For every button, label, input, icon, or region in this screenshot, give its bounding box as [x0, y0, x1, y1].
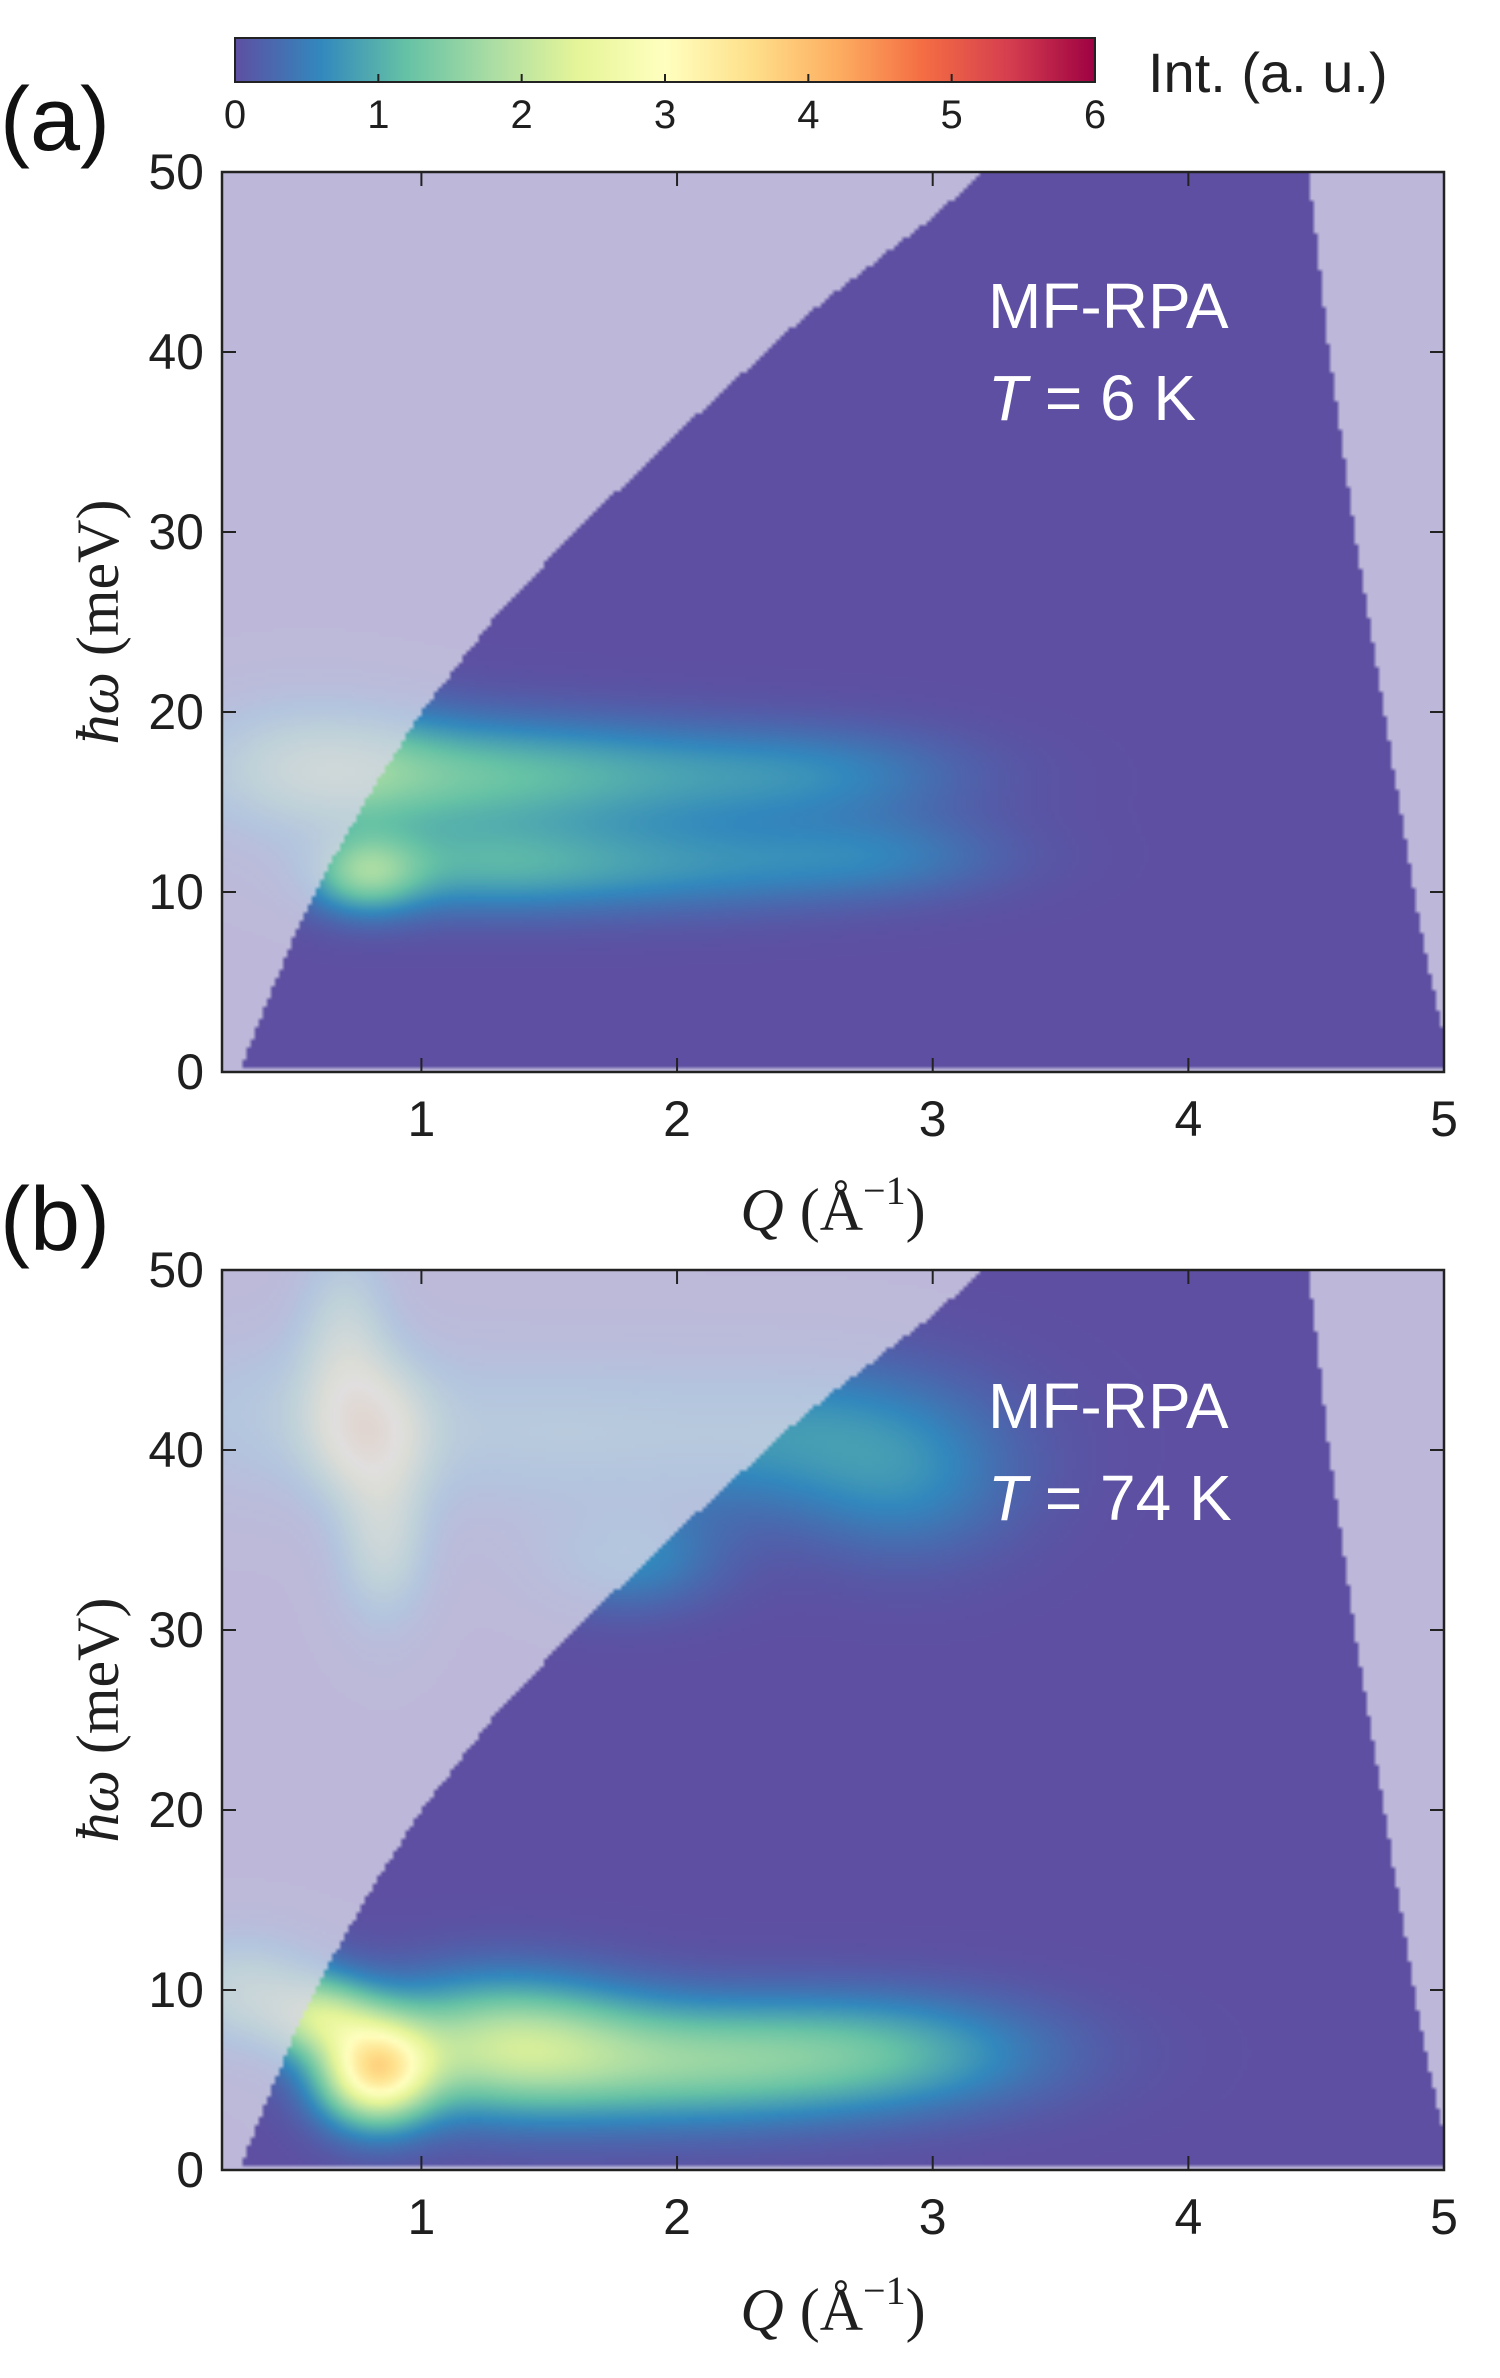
panel-b-heatmap: [222, 1270, 1444, 2170]
panel-a-temperature: T = 6 K: [988, 362, 1196, 434]
colorbar-tick-label: 3: [654, 93, 676, 137]
x-tick-label: 2: [663, 1091, 691, 1147]
colorbar: 0 1 2 3 4 5 6 Int. (a. u.): [224, 37, 1388, 137]
y-tick-label: 0: [176, 1044, 204, 1100]
colorbar-tick-label: 2: [511, 93, 533, 137]
panel-b-xlabel-close: ): [906, 2277, 926, 2343]
panel-a-xlabel: Q (Å−1): [740, 1168, 925, 1243]
x-tick-label: 4: [1174, 2189, 1202, 2245]
colorbar-label: Int. (a. u.): [1148, 41, 1388, 104]
y-tick-label: 20: [148, 1782, 204, 1838]
y-tick-label: 30: [148, 1602, 204, 1658]
panel-b-xlabel-units: (Å: [800, 2277, 863, 2343]
colorbar-tick-label: 1: [367, 93, 389, 137]
panel-a-xlabel-units: (Å: [800, 1177, 863, 1243]
panel-a-temperature-symbol: T: [988, 362, 1031, 434]
panel-b-temperature-symbol: T: [988, 1462, 1031, 1534]
y-tick-label: 10: [148, 1962, 204, 2018]
panel-b-temperature-value: = 74 K: [1027, 1462, 1232, 1534]
x-tick-label: 1: [407, 2189, 435, 2245]
y-tick-label: 30: [148, 504, 204, 560]
colorbar-tick-label: 5: [941, 93, 963, 137]
panel-a-frame: [220, 170, 1446, 1074]
x-tick-label: 3: [919, 2189, 947, 2245]
panel-b-model-label: MF-RPA: [988, 1370, 1229, 1442]
panel-a-model-label: MF-RPA: [988, 270, 1229, 342]
panel-b-xlabel: Q (Å−1): [740, 2268, 925, 2343]
y-tick-label: 0: [176, 2142, 204, 2198]
colorbar-tick-label: 0: [224, 93, 246, 137]
panel-b-ylabel: ħω (meV): [65, 1598, 131, 1843]
panel-b-letter: (b): [0, 1170, 110, 1270]
panel-a-letter: (a): [0, 70, 110, 170]
panel-a-ylabel-symbol: ħω: [65, 672, 131, 744]
panel-a-temperature-value: = 6 K: [1027, 362, 1196, 434]
panel-b-xlabel-exponent: −1: [863, 2268, 906, 2313]
x-tick-label: 1: [407, 1091, 435, 1147]
panel-b-frame: [220, 1268, 1446, 2172]
panel-a-heatmap: [222, 172, 1444, 1072]
y-tick-label: 40: [148, 1422, 204, 1478]
colorbar-tick-label: 6: [1084, 93, 1106, 137]
y-tick-label: 10: [148, 864, 204, 920]
panel-b-xlabel-symbol: Q: [740, 2277, 783, 2343]
panel-a-xlabel-close: ): [906, 1177, 926, 1243]
x-tick-label: 5: [1430, 2189, 1458, 2245]
panel-a-xlabel-symbol: Q: [740, 1177, 783, 1243]
panel-b-ylabel-symbol: ħω: [65, 1770, 131, 1842]
panel-a-xlabel-exponent: −1: [863, 1168, 906, 1213]
panel-b-temperature: T = 74 K: [988, 1462, 1232, 1534]
x-tick-label: 2: [663, 2189, 691, 2245]
panel-b-ylabel-units: (meV): [65, 1598, 131, 1755]
colorbar-tick-label: 4: [797, 93, 819, 137]
y-tick-label: 20: [148, 684, 204, 740]
colorbar-ticks: 0 1 2 3 4 5 6: [224, 74, 1106, 137]
panel-a-ylabel: ħω (meV): [65, 500, 131, 745]
x-tick-label: 4: [1174, 1091, 1202, 1147]
y-tick-label: 50: [148, 144, 204, 200]
x-tick-label: 5: [1430, 1091, 1458, 1147]
y-tick-label: 40: [148, 324, 204, 380]
y-tick-label: 50: [148, 1242, 204, 1298]
x-tick-label: 3: [919, 1091, 947, 1147]
panel-a-ylabel-units: (meV): [65, 500, 131, 657]
